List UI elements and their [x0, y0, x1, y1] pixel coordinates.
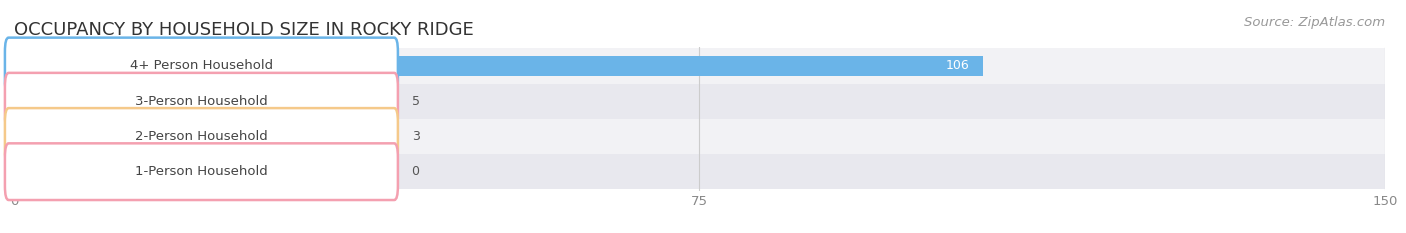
Text: 4+ Person Household: 4+ Person Household	[129, 59, 273, 72]
FancyBboxPatch shape	[4, 143, 398, 200]
Text: 5: 5	[412, 95, 419, 108]
Bar	[14, 48, 1385, 84]
Text: 106: 106	[945, 59, 969, 72]
Bar	[14, 119, 1385, 154]
FancyBboxPatch shape	[4, 108, 398, 165]
FancyBboxPatch shape	[4, 38, 398, 94]
Bar	[14, 84, 1385, 119]
Text: Source: ZipAtlas.com: Source: ZipAtlas.com	[1244, 16, 1385, 29]
Text: 3-Person Household: 3-Person Household	[135, 95, 267, 108]
Text: 1-Person Household: 1-Person Household	[135, 165, 267, 178]
Bar	[14, 56, 983, 76]
Text: 3: 3	[412, 130, 419, 143]
Text: 0: 0	[412, 165, 419, 178]
FancyBboxPatch shape	[4, 73, 398, 130]
Bar	[14, 154, 1385, 189]
Text: OCCUPANCY BY HOUSEHOLD SIZE IN ROCKY RIDGE: OCCUPANCY BY HOUSEHOLD SIZE IN ROCKY RID…	[14, 21, 474, 39]
Text: 2-Person Household: 2-Person Household	[135, 130, 267, 143]
Bar	[14, 91, 60, 111]
Bar	[14, 126, 42, 147]
